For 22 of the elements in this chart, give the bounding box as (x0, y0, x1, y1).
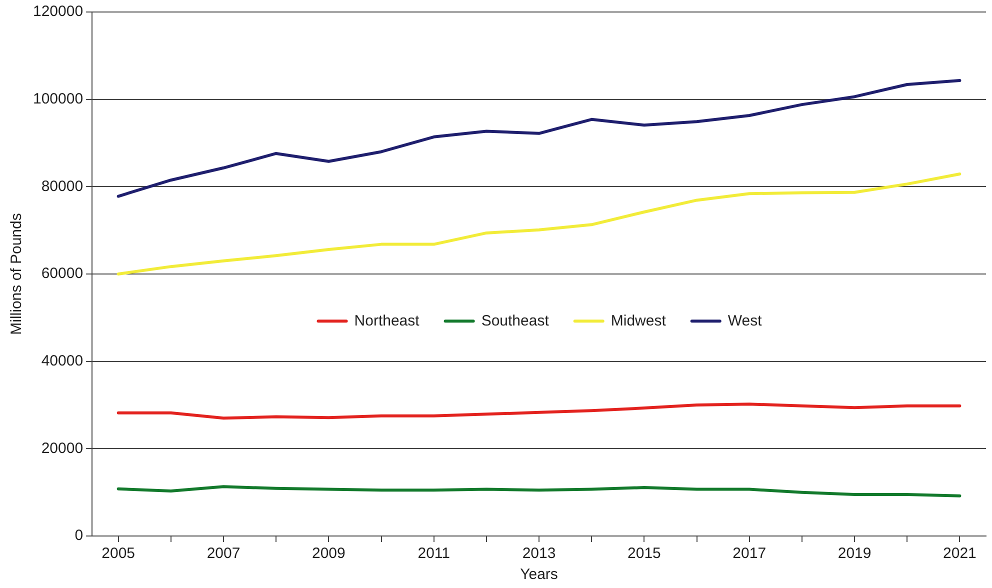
legend-label: Midwest (610, 312, 667, 330)
x-tick-label: 2007 (206, 545, 240, 562)
x-axis-title: Years (520, 566, 558, 584)
legend-label: Southeast (481, 312, 550, 330)
y-axis-title: Millions of Pounds (8, 213, 26, 335)
x-tick-label: 2019 (838, 545, 872, 562)
y-tick-label: 100000 (32, 90, 84, 108)
x-tick-label: 2017 (732, 545, 766, 562)
x-tick-label: 2021 (943, 545, 976, 562)
x-tick-label: 2009 (312, 545, 346, 562)
x-tick-label: 2013 (522, 545, 556, 562)
y-tick-label: 0 (74, 527, 84, 544)
y-tick-label: 80000 (41, 178, 84, 195)
x-tick-label: 2005 (102, 545, 136, 562)
y-tick-label: 120000 (32, 3, 84, 20)
legend-label: West (728, 312, 763, 330)
x-tick-label: 2011 (418, 545, 450, 562)
y-tick-label: 20000 (41, 440, 84, 457)
y-tick-label: 40000 (41, 352, 84, 370)
x-tick-label: 2015 (628, 545, 661, 562)
legend-label: Northeast (354, 312, 420, 330)
y-tick-label: 60000 (41, 265, 84, 282)
